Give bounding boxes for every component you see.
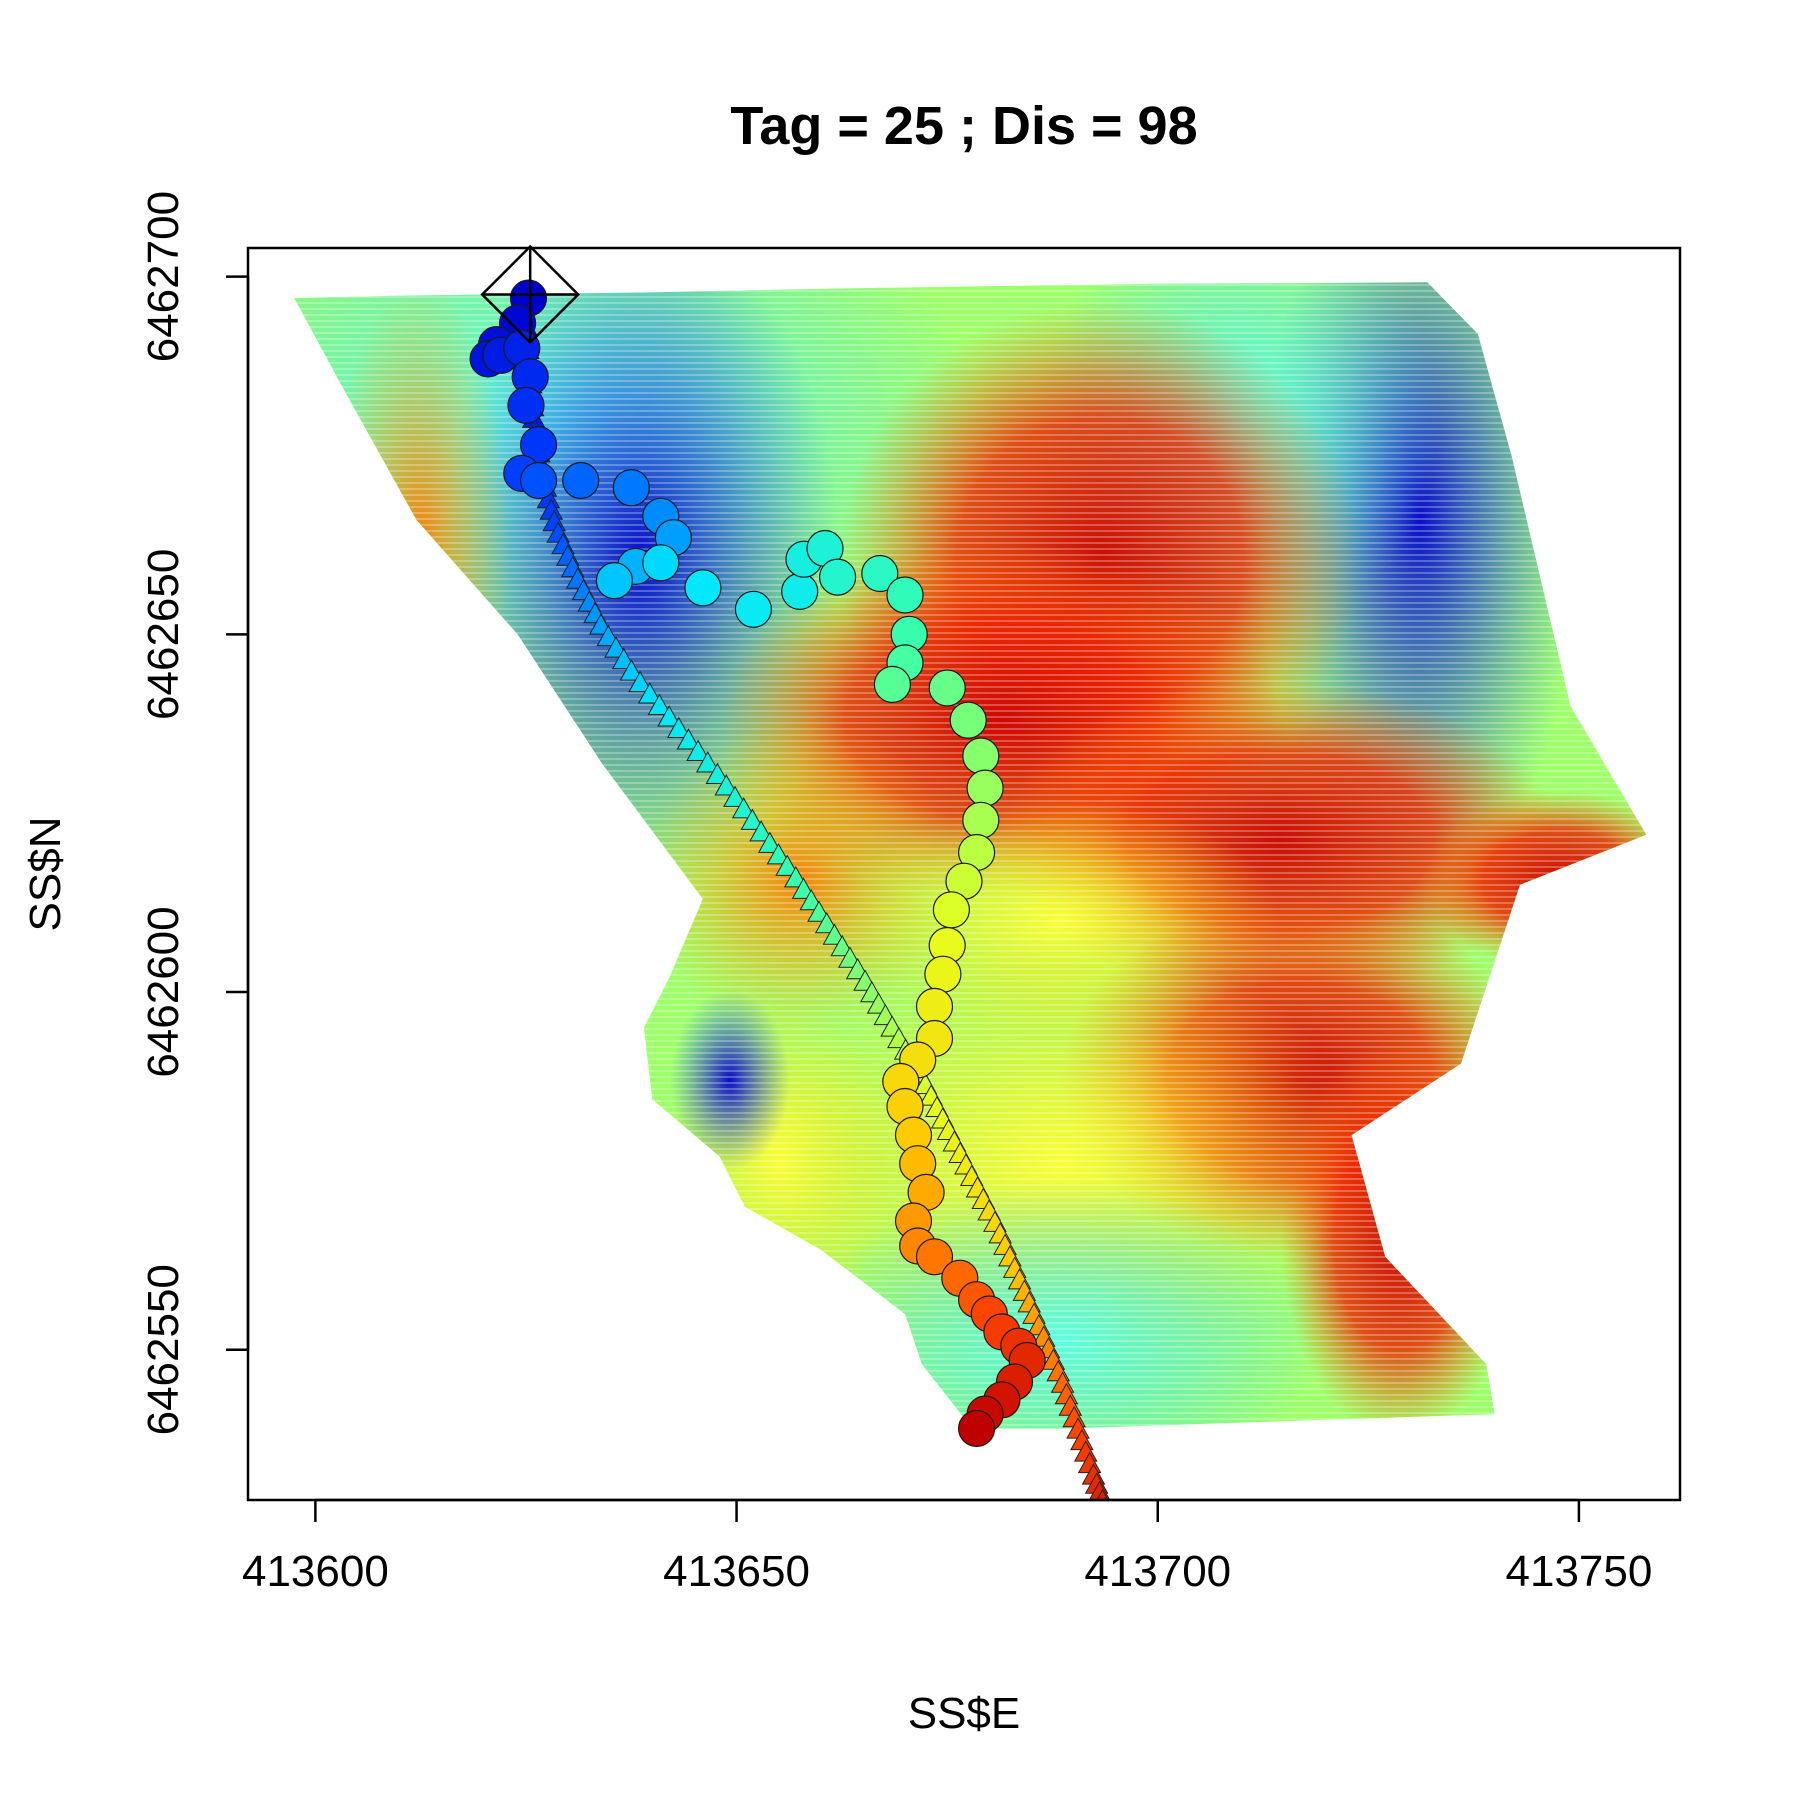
triangle-point [766, 843, 791, 865]
circle-point [966, 769, 1004, 807]
circle-point [957, 1409, 996, 1448]
receiver-marker [480, 244, 580, 345]
x-tick-label: 413750 [1506, 1547, 1653, 1596]
circle-point [962, 737, 1000, 775]
triangle-point [749, 820, 773, 842]
triangle-point [666, 716, 691, 739]
circle-point [873, 665, 912, 704]
triangle-point [619, 659, 644, 681]
y-tick-label: 6462550 [139, 1264, 188, 1435]
circle-track [469, 279, 1046, 1448]
triangle-point [705, 762, 730, 784]
triangle-point [1100, 1512, 1122, 1532]
chart-title: Tag = 25 ; Dis = 98 [730, 96, 1197, 156]
x-axis-label: SS$E [908, 1689, 1021, 1738]
triangle-point [676, 728, 701, 750]
circle-point [886, 576, 924, 614]
triangle-point [757, 831, 782, 853]
triangle-point [1103, 1519, 1125, 1539]
circle-point [928, 669, 966, 707]
circle-point [642, 544, 680, 582]
triangle-point [647, 693, 672, 716]
y-tick-label: 6462700 [139, 191, 188, 362]
triangle-point [740, 808, 765, 830]
triangle-point [1106, 1525, 1128, 1545]
triangle-point [731, 797, 756, 819]
circle-point [734, 590, 773, 628]
x-tick-label: 413700 [1084, 1547, 1231, 1596]
y-axis-label: SS$N [21, 817, 70, 932]
tracks [469, 279, 1128, 1545]
circle-point [781, 572, 819, 611]
triangle-point [1097, 1506, 1119, 1526]
triangle-point [637, 682, 662, 704]
circle-point [861, 554, 899, 593]
circle-point [924, 955, 962, 993]
circle-point [507, 386, 545, 424]
circle-point [684, 569, 722, 607]
circle-point [949, 701, 987, 739]
y-tick-label: 6462600 [139, 906, 188, 1077]
triangle-point [657, 705, 681, 727]
circle-point [915, 987, 954, 1026]
triangle-point [628, 670, 652, 693]
triangle-point [723, 785, 747, 807]
triangle-point [686, 739, 710, 761]
circle-point [595, 562, 634, 600]
heatmap-field [294, 282, 1647, 1429]
circle-point [612, 469, 650, 507]
x-tick-label: 413650 [663, 1547, 810, 1596]
circle-point [915, 1238, 954, 1276]
y-tick-label: 6462650 [139, 549, 188, 720]
circle-point [519, 461, 558, 500]
triangle-point [695, 751, 720, 773]
y-axis: 6462550 6462600 6462650 6462700 [139, 191, 250, 1435]
circle-point [818, 558, 857, 596]
triangle-point [714, 774, 739, 796]
circle-point [562, 461, 600, 500]
circle-point [962, 801, 1000, 839]
circle-point [932, 891, 971, 929]
triangle-point [775, 854, 800, 876]
triangle-track [514, 314, 1128, 1545]
x-tick-label: 413600 [242, 1547, 389, 1596]
x-axis: 413600 413650 413700 413750 [242, 1498, 1653, 1596]
